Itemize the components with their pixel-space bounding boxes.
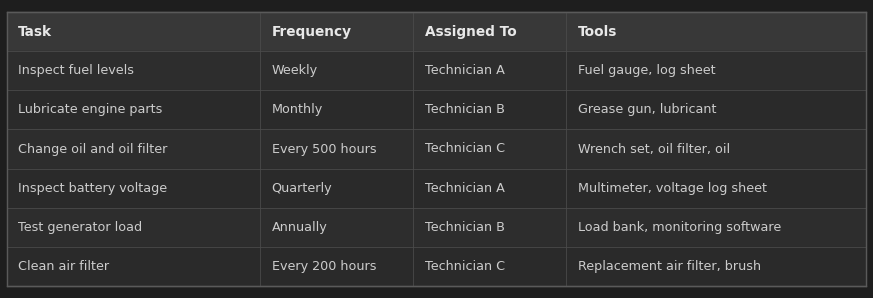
Text: Test generator load: Test generator load xyxy=(18,221,142,234)
Text: Inspect battery voltage: Inspect battery voltage xyxy=(18,182,168,195)
Text: Multimeter, voltage log sheet: Multimeter, voltage log sheet xyxy=(578,182,766,195)
Text: Load bank, monitoring software: Load bank, monitoring software xyxy=(578,221,780,234)
Text: Technician A: Technician A xyxy=(424,64,505,77)
Text: Inspect fuel levels: Inspect fuel levels xyxy=(18,64,134,77)
Bar xyxy=(7,90,866,129)
Text: Technician C: Technician C xyxy=(424,260,505,273)
Text: Technician A: Technician A xyxy=(424,182,505,195)
Text: Frequency: Frequency xyxy=(272,24,352,38)
Text: Grease gun, lubricant: Grease gun, lubricant xyxy=(578,103,716,116)
Bar xyxy=(7,208,866,247)
Text: Quarterly: Quarterly xyxy=(272,182,333,195)
Text: Clean air filter: Clean air filter xyxy=(18,260,109,273)
Bar xyxy=(7,51,866,90)
Bar xyxy=(7,247,866,286)
Text: Change oil and oil filter: Change oil and oil filter xyxy=(18,142,168,156)
Text: Wrench set, oil filter, oil: Wrench set, oil filter, oil xyxy=(578,142,730,156)
Text: Assigned To: Assigned To xyxy=(424,24,517,38)
Text: Annually: Annually xyxy=(272,221,327,234)
Text: Weekly: Weekly xyxy=(272,64,318,77)
Text: Every 500 hours: Every 500 hours xyxy=(272,142,376,156)
Text: Technician C: Technician C xyxy=(424,142,505,156)
Text: Technician B: Technician B xyxy=(424,103,505,116)
Bar xyxy=(7,12,866,51)
Bar xyxy=(7,169,866,208)
Text: Every 200 hours: Every 200 hours xyxy=(272,260,376,273)
Text: Tools: Tools xyxy=(578,24,617,38)
Text: Fuel gauge, log sheet: Fuel gauge, log sheet xyxy=(578,64,715,77)
Bar xyxy=(7,129,866,169)
Text: Replacement air filter, brush: Replacement air filter, brush xyxy=(578,260,760,273)
Text: Monthly: Monthly xyxy=(272,103,323,116)
Text: Task: Task xyxy=(18,24,52,38)
Text: Technician B: Technician B xyxy=(424,221,505,234)
Text: Lubricate engine parts: Lubricate engine parts xyxy=(18,103,162,116)
